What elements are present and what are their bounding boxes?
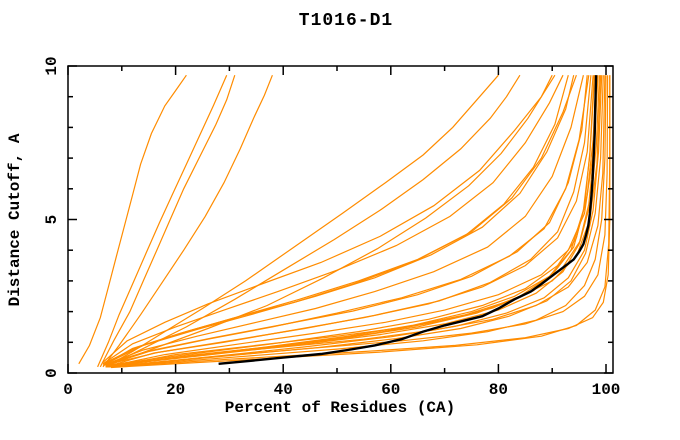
x-tick-label: 0 (63, 381, 73, 399)
model-curve (102, 74, 273, 368)
y-tick-label: 5 (43, 215, 61, 225)
model-curve (97, 74, 228, 368)
model-curve (102, 74, 577, 365)
model-curves-group (78, 74, 611, 369)
y-axis-label: Distance Cutoff, A (6, 133, 24, 306)
model-curve (105, 75, 575, 365)
model-curve (105, 74, 499, 368)
model-curve (102, 74, 556, 363)
x-axis-label: Percent of Residues (CA) (225, 399, 455, 417)
model-curve (104, 75, 588, 365)
model-curve (104, 75, 592, 366)
model-curve (105, 75, 599, 367)
tick-labels-group: 0 20 40 60 80 100 0 5 10 (43, 56, 620, 399)
model-curve (78, 74, 187, 365)
model-curve (99, 75, 236, 368)
model-curve (105, 75, 590, 366)
x-tick-label: 100 (592, 381, 621, 399)
model-curve (102, 74, 564, 365)
model-curve (105, 75, 598, 368)
model-curve (108, 75, 604, 368)
x-tick-label: 40 (274, 381, 293, 399)
y-tick-label: 10 (43, 56, 61, 75)
chart-title: T1016-D1 (299, 11, 393, 31)
model-curve (102, 75, 569, 366)
highlight-curve-group (218, 75, 598, 365)
model-curve (110, 75, 611, 369)
model-curve (108, 74, 553, 366)
highlight-curve (218, 75, 598, 365)
x-tick-label: 80 (489, 381, 508, 399)
plot-frame-group (67, 65, 614, 374)
model-curve (102, 75, 584, 366)
x-tick-label: 20 (166, 381, 185, 399)
x-tick-label: 60 (381, 381, 400, 399)
model-curve (105, 75, 597, 367)
y-tick-label: 0 (43, 368, 61, 378)
model-curve (108, 75, 606, 368)
model-curve (105, 74, 521, 368)
model-curve (107, 75, 603, 368)
model-curve (108, 75, 607, 368)
model-curve (106, 75, 596, 368)
